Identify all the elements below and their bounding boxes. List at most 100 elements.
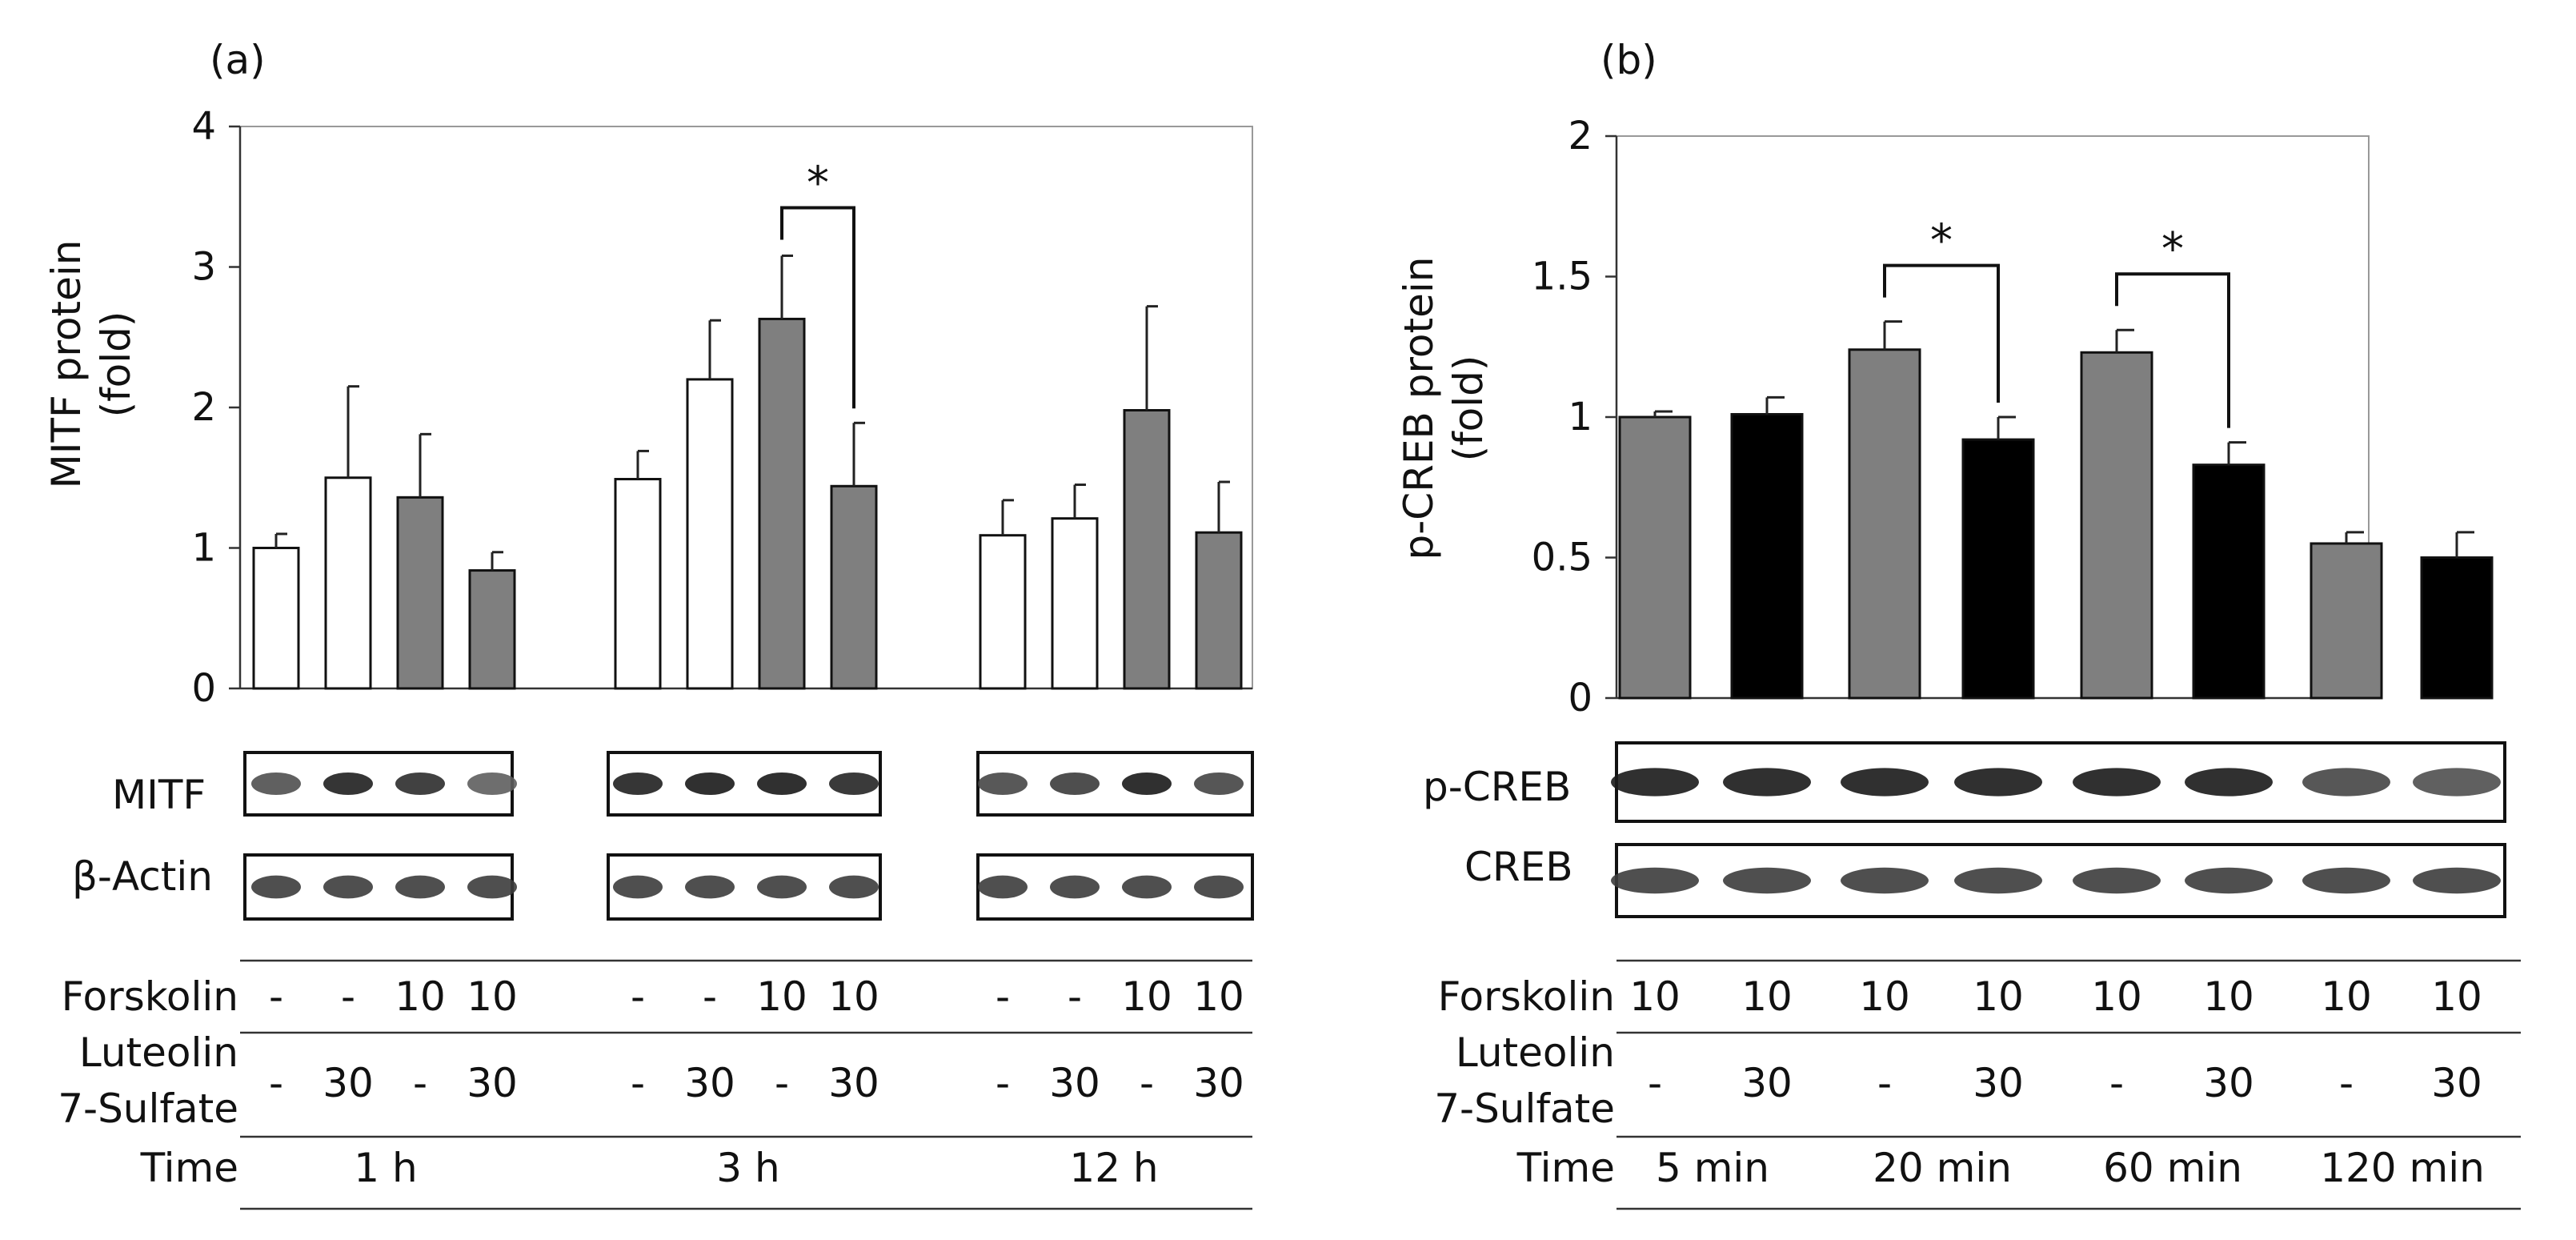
blot-band <box>1611 768 1699 797</box>
panel-b-y-axis-label: p-CREB protein (fold) <box>1396 257 1492 560</box>
bar <box>1123 409 1171 690</box>
luteolin-value: 30 <box>2203 1060 2254 1106</box>
forskolin-value: 10 <box>756 973 807 1020</box>
forskolin-value: 10 <box>828 973 879 1020</box>
time-value: 120 min <box>2320 1145 2485 1191</box>
blot-label-creb: CREB <box>1464 844 1573 890</box>
bar <box>1195 531 1243 690</box>
y-tick-label: 1 <box>1568 395 1592 439</box>
blot-band <box>1954 768 2042 797</box>
bar <box>396 496 444 690</box>
bar <box>758 317 806 690</box>
luteolin-value: 30 <box>1193 1060 1244 1106</box>
panel-b-ylabel-line1: p-CREB protein <box>1396 257 1442 560</box>
blot-band <box>829 875 879 899</box>
significance-star: * <box>2161 223 2184 275</box>
forskolin-value: 10 <box>1629 973 1681 1020</box>
bar <box>2080 351 2153 700</box>
luteolin-value: 30 <box>467 1060 518 1106</box>
blot-band <box>2413 867 2501 894</box>
forskolin-value: 10 <box>1859 973 1910 1020</box>
luteolin-value: 30 <box>828 1060 879 1106</box>
blot-band <box>978 772 1028 796</box>
bar <box>1051 517 1099 690</box>
forskolin-value: - <box>996 973 1010 1020</box>
blot-band <box>829 772 879 796</box>
blot-band <box>1122 772 1172 796</box>
row-label-time-b: Time <box>1516 1145 1615 1191</box>
y-tick-label: 1.5 <box>1532 255 1592 299</box>
panel-b: (b) p-CREB protein (fold) 0 0.5 1 1.5 2 * * p-… <box>1396 37 2521 1210</box>
forskolin-value: - <box>1068 973 1082 1020</box>
y-tick-label: 2 <box>191 385 216 430</box>
blot-band <box>1954 867 2042 894</box>
blot-band <box>757 772 807 796</box>
blot-band <box>1194 875 1244 899</box>
blot-band <box>757 875 807 899</box>
blot-band <box>2302 867 2390 894</box>
blot-band <box>1194 772 1244 796</box>
blot-label-beta-actin: β-Actin <box>72 853 213 900</box>
blot-label-mitf: MITF <box>112 772 206 818</box>
row-label-luteolin-b: Luteolin <box>1456 1029 1615 1076</box>
y-tick-label: 2 <box>1568 114 1592 159</box>
panel-a-ylabel-line1: MITF protein <box>43 240 90 489</box>
bar <box>1961 438 2035 700</box>
luteolin-value: - <box>2109 1060 2124 1106</box>
forskolin-value: 10 <box>1121 973 1172 1020</box>
y-tick-label: 3 <box>191 245 216 290</box>
panel-b-ylabel-line2: (fold) <box>1445 355 1492 462</box>
panel-a-ylabel-line2: (fold) <box>93 311 139 418</box>
y-tick-label: 4 <box>191 104 216 149</box>
bar <box>614 478 662 690</box>
forskolin-value: 10 <box>2431 973 2482 1020</box>
forskolin-value: 10 <box>2321 973 2372 1020</box>
blot-band <box>613 772 663 796</box>
time-value: 60 min <box>2103 1145 2242 1191</box>
forskolin-value: 10 <box>2203 973 2254 1020</box>
panel-a-y-axis-label: MITF protein (fold) <box>43 240 139 489</box>
blot-band <box>2185 867 2273 894</box>
row-label-forskolin-b: Forskolin <box>1438 973 1615 1020</box>
time-value: 1 h <box>354 1145 417 1191</box>
time-value: 3 h <box>716 1145 779 1191</box>
forskolin-value: - <box>631 973 645 1020</box>
blot-band <box>2185 768 2273 797</box>
blot-band <box>685 772 735 796</box>
bar <box>830 484 878 690</box>
blot-band <box>1611 867 1699 894</box>
luteolin-value: - <box>1140 1060 1154 1106</box>
row-label-7-sulfate: 7-Sulfate <box>58 1086 238 1132</box>
blot-band <box>251 875 301 899</box>
bar <box>1730 412 1804 700</box>
blot-band <box>251 772 301 796</box>
panel-b-table: Forskolin Luteolin 7-Sulfate Time 10 10 10… <box>1434 959 2521 1210</box>
panel-a-plot: 0 1 2 3 4 * <box>191 104 1253 711</box>
forskolin-value: 10 <box>1741 973 1793 1020</box>
blot-band <box>2413 768 2501 797</box>
blot-band <box>467 772 517 796</box>
luteolin-value: 30 <box>1049 1060 1100 1106</box>
y-tick-label: 0 <box>1568 676 1592 720</box>
panel-a-blots <box>243 751 1254 921</box>
panel-b-blots <box>1611 741 2506 918</box>
luteolin-value: - <box>775 1060 789 1106</box>
blot-band <box>323 772 373 796</box>
row-label-forskolin: Forskolin <box>62 973 238 1020</box>
blot-band <box>467 875 517 899</box>
luteolin-value: - <box>996 1060 1010 1106</box>
time-value: 5 min <box>1656 1145 1769 1191</box>
row-label-7-sulfate-b: 7-Sulfate <box>1434 1086 1615 1132</box>
significance-bracket <box>2115 272 2230 428</box>
bar <box>2420 556 2494 700</box>
luteolin-value: - <box>2339 1060 2354 1106</box>
luteolin-value: - <box>631 1060 645 1106</box>
blot-band <box>1723 768 1811 797</box>
forskolin-value: 10 <box>395 973 446 1020</box>
time-value: 20 min <box>1873 1145 2012 1191</box>
forskolin-value: 10 <box>1193 973 1244 1020</box>
luteolin-value: 30 <box>323 1060 374 1106</box>
luteolin-value: 30 <box>2431 1060 2482 1106</box>
blot-band <box>2073 768 2161 797</box>
luteolin-value: - <box>1648 1060 1662 1106</box>
